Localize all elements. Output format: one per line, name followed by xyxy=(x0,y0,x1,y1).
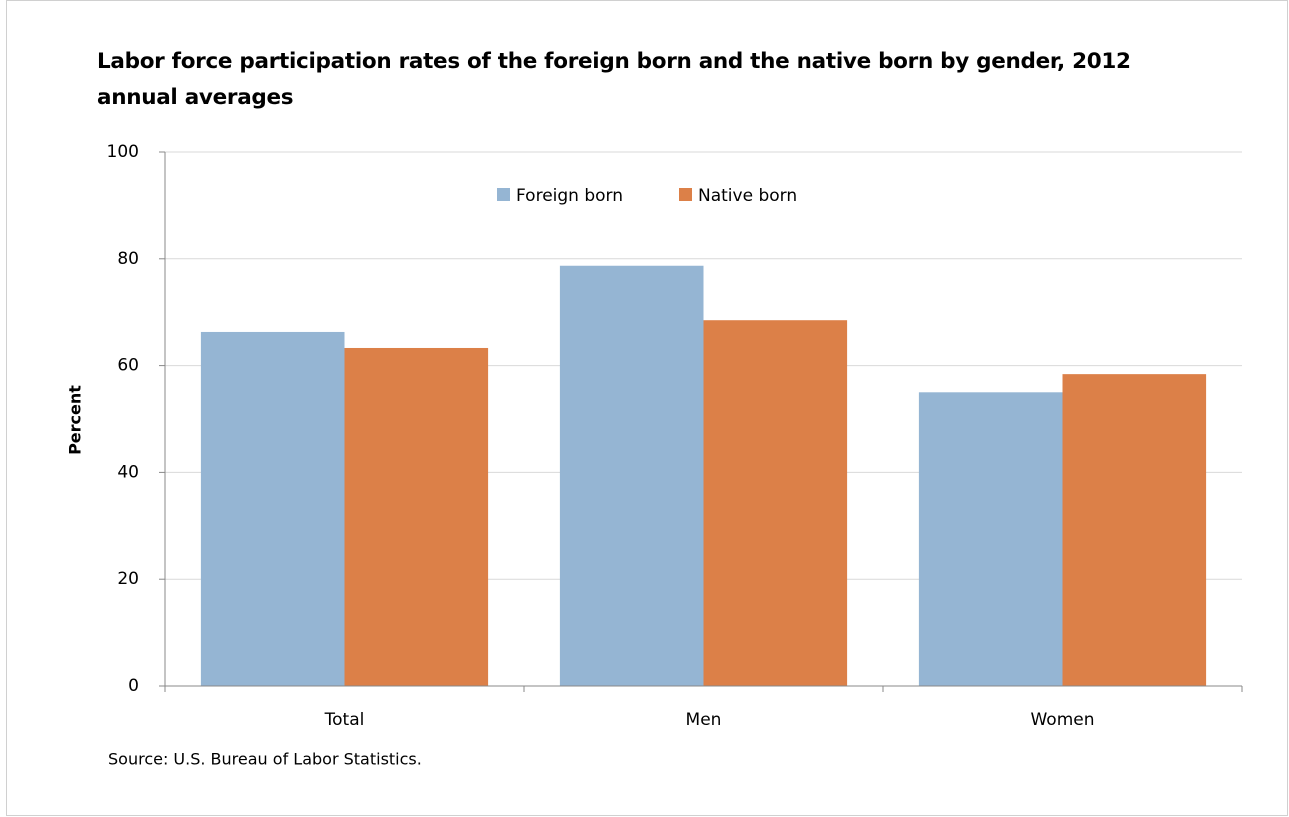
bar xyxy=(200,331,345,686)
y-tick-label: 80 xyxy=(117,249,139,269)
bar xyxy=(703,320,848,686)
legend-swatch xyxy=(679,188,692,201)
legend-label: Native born xyxy=(698,186,797,206)
bar xyxy=(559,265,704,686)
legend-swatch xyxy=(497,188,510,201)
y-tick-label: 20 xyxy=(117,569,139,589)
y-axis-label: Percent xyxy=(66,385,85,455)
frame xyxy=(6,0,1288,816)
y-tick-label: 60 xyxy=(117,356,139,376)
x-tick-label: Total xyxy=(324,710,365,730)
bar xyxy=(344,347,489,686)
legend-label: Foreign born xyxy=(516,186,623,206)
chart-title: Labor force participation rates of the f… xyxy=(97,49,1131,110)
bar xyxy=(1062,374,1207,686)
bar xyxy=(918,392,1063,686)
x-tick-label: Women xyxy=(1030,710,1094,730)
y-tick-label: 100 xyxy=(107,142,139,162)
y-tick-label: 0 xyxy=(128,676,139,696)
source: Source: U.S. Bureau of Labor Statistics. xyxy=(108,750,422,769)
y-tick-label: 40 xyxy=(117,462,139,482)
x-tick-label: Men xyxy=(686,710,722,730)
